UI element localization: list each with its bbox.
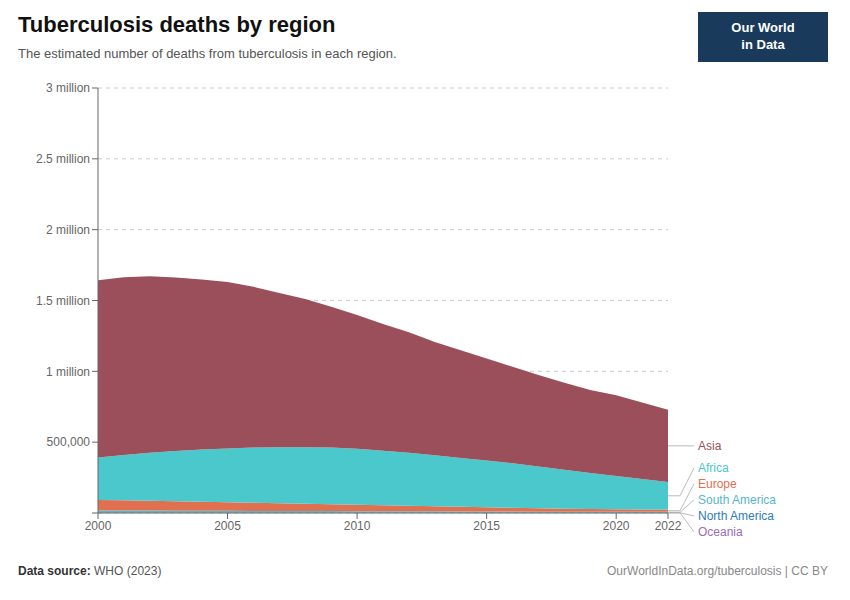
svg-text:1 million: 1 million bbox=[46, 365, 90, 379]
html-text:The estimated number of deaths: The estimated number of deaths from tube… bbox=[18, 46, 397, 61]
html-text:Data source: WHO (2023): Data source: WHO (2023) bbox=[18, 564, 162, 578]
svg-text:North America: North America bbox=[698, 509, 774, 523]
svg-text:2 million: 2 million bbox=[46, 223, 90, 237]
svg-text:South America: South America bbox=[698, 493, 776, 507]
html-text:Our World in Data: Our World in Data bbox=[731, 20, 795, 52]
svg-text:2.5 million: 2.5 million bbox=[36, 152, 90, 166]
svg-text:Africa: Africa bbox=[698, 461, 729, 475]
svg-text:2022: 2022 bbox=[655, 519, 682, 533]
svg-text:3 million: 3 million bbox=[46, 81, 90, 95]
html-text:Tuberculosis deaths by region: Tuberculosis deaths by region bbox=[18, 12, 336, 37]
svg-text:2015: 2015 bbox=[473, 519, 500, 533]
svg-text:2005: 2005 bbox=[214, 519, 241, 533]
svg-text:Asia: Asia bbox=[698, 439, 722, 453]
svg-text:1.5 million: 1.5 million bbox=[36, 294, 90, 308]
svg-text:2010: 2010 bbox=[344, 519, 371, 533]
svg-text:500,000: 500,000 bbox=[47, 435, 91, 449]
svg-text:Europe: Europe bbox=[698, 477, 737, 491]
svg-text:2000: 2000 bbox=[85, 519, 112, 533]
svg-text:2020: 2020 bbox=[603, 519, 630, 533]
svg-text:Oceania: Oceania bbox=[698, 525, 743, 539]
html-text:OurWorldInData.org/tuberculosi: OurWorldInData.org/tuberculosis | CC BY bbox=[607, 564, 828, 578]
